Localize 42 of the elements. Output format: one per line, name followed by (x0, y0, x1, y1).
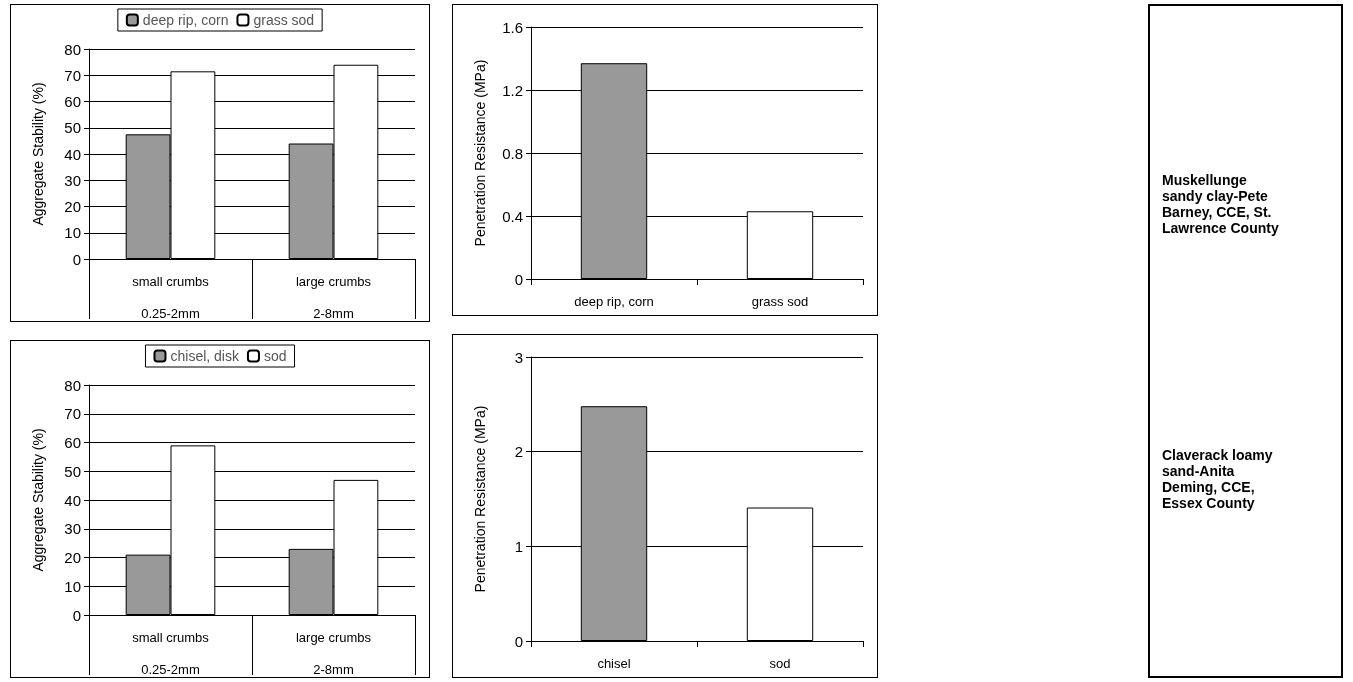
category-label: small crumbs 0.25-2mm (132, 273, 209, 321)
y-tick-label: 60 (64, 434, 81, 451)
y-tick-label: 1.2 (502, 81, 523, 99)
text: Claverack loamy sand-Anita Deming, CCE, Essex County (1162, 446, 1274, 511)
y-tick-label: 20 (64, 549, 81, 566)
y-tick-label: 2 (514, 443, 523, 461)
y-tick-label: 70 (64, 405, 81, 423)
y-axis-title: Aggregate Stability (%) (30, 82, 46, 226)
category-label: small crumbs 0.25-2mm (132, 629, 209, 677)
y-tick-label: 50 (64, 462, 81, 480)
y-tick-label: 60 (64, 93, 81, 110)
legend-label: chisel, disk (170, 348, 240, 364)
category-label: large crumbs 2-8mm (295, 273, 372, 321)
y-tick-label: 20 (64, 198, 81, 215)
category-label: large crumbs 2-8mm (295, 629, 372, 677)
legend-label: sod (263, 348, 287, 364)
y-axis-title: Penetration Resistance (MPa) (472, 405, 488, 593)
y-tick-label: 40 (64, 491, 81, 509)
y-tick-label: 0 (72, 606, 81, 624)
y-axis-title: Aggregate Stability (%) (30, 428, 46, 572)
y-tick-label: 10 (64, 224, 81, 242)
y-tick-label: 40 (64, 145, 81, 163)
y-tick-label: 70 (64, 66, 81, 84)
y-axis-title: Penetration Resistance (MPa) (472, 59, 488, 247)
y-tick-label: 0 (72, 250, 81, 268)
y-tick-label: 0 (514, 270, 523, 288)
y-tick-label: 50 (64, 119, 81, 137)
y-tick-label: 3 (514, 348, 523, 366)
legend-label: deep rip, corn (142, 12, 229, 28)
legend-label: grass sod (253, 12, 315, 28)
y-tick-label: 10 (64, 577, 81, 595)
y-tick-label: 0 (514, 632, 523, 650)
x-tick-label: chisel (597, 655, 631, 671)
y-tick-label: 1.6 (502, 18, 523, 36)
y-tick-label: 80 (64, 40, 81, 58)
text: Muskellunge sandy clay-Pete Barney, CCE, St. Lawrence County (1162, 171, 1280, 236)
y-tick-label: 1 (514, 537, 523, 555)
y-tick-label: 30 (64, 171, 81, 189)
y-tick-label: 80 (64, 376, 81, 394)
y-tick-label: 0.4 (502, 207, 523, 225)
y-tick-label: 30 (64, 520, 81, 538)
y-tick-label: 0.8 (502, 144, 523, 162)
